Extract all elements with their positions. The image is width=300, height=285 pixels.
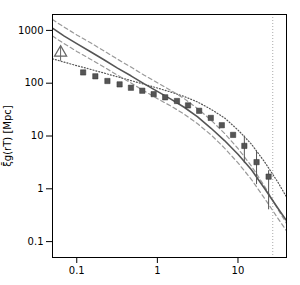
svg-text:ξ̄g(rT) [Mpc]: ξ̄g(rT) [Mpc] [1, 105, 13, 167]
svg-text:10: 10 [232, 265, 245, 276]
svg-text:100: 100 [24, 77, 43, 88]
svg-text:0.1: 0.1 [28, 236, 44, 247]
svg-text:0.1: 0.1 [69, 265, 85, 276]
svg-text:1: 1 [154, 265, 160, 276]
svg-text:10: 10 [31, 130, 44, 141]
svg-text:1: 1 [37, 183, 43, 194]
svg-text:1000: 1000 [18, 25, 43, 36]
